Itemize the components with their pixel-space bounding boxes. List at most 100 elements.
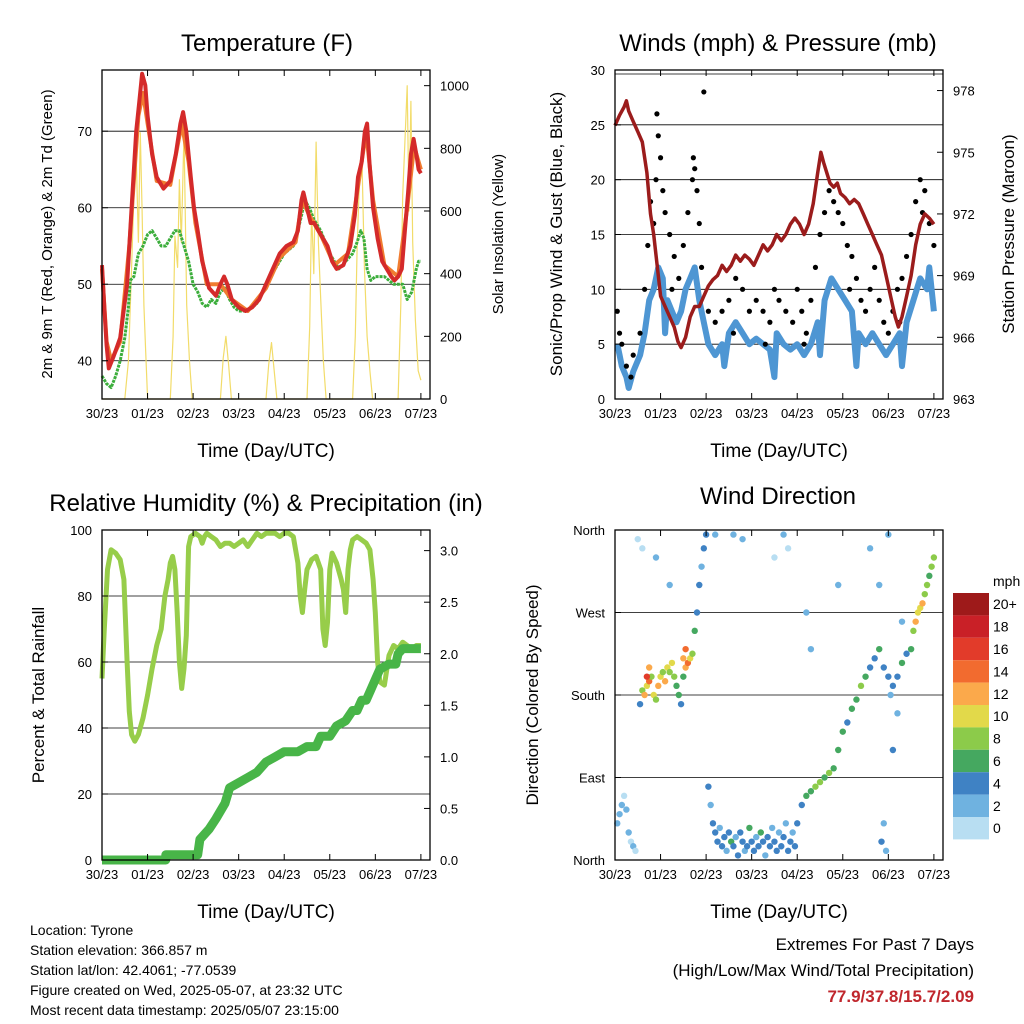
y2-tick-label: 1000 <box>440 79 469 94</box>
y2-tick-label: 2.5 <box>440 595 458 610</box>
direction-point <box>620 792 628 800</box>
x-tick-label: 06/23 <box>359 406 392 421</box>
winds-title: Winds (mph) & Pressure (mb) <box>619 30 936 57</box>
gust-point <box>771 286 778 292</box>
direction-point <box>885 673 892 680</box>
gust-point <box>794 286 800 292</box>
gust-point <box>746 308 752 314</box>
gust-point <box>685 209 691 216</box>
wind-direction-xlabel: Time (Day/UTC) <box>710 902 848 923</box>
direction-point <box>894 673 901 680</box>
x-tick-label: 06/23 <box>872 406 905 421</box>
x-tick-label: 30/23 <box>86 406 119 421</box>
direction-point <box>707 801 714 809</box>
colorbar-label: 16 <box>993 641 1009 657</box>
direction-point <box>666 668 673 676</box>
colorbar-label: 8 <box>993 731 1001 747</box>
direction-point <box>698 563 705 570</box>
y2-tick-label: 600 <box>440 204 462 219</box>
y-tick-label: North <box>573 853 605 868</box>
direction-point <box>910 627 917 635</box>
gust-point <box>801 341 807 347</box>
x-tick-label: 02/23 <box>177 867 210 882</box>
colorbar-swatch <box>953 615 989 638</box>
direction-point <box>791 843 799 850</box>
direction-point <box>882 847 890 855</box>
direction-point <box>753 833 760 841</box>
gust-point <box>826 188 832 194</box>
direction-point <box>652 696 660 703</box>
colorbar-label: 14 <box>993 663 1009 679</box>
direction-point <box>907 645 915 653</box>
direction-point <box>693 609 701 616</box>
direction-point <box>725 829 733 836</box>
temperature-series <box>100 71 423 400</box>
direction-point <box>880 820 887 827</box>
direction-point <box>921 590 928 598</box>
temp-2m-line <box>100 71 423 371</box>
y-tick-label: 80 <box>78 589 92 604</box>
colorbar-swatch <box>953 772 989 795</box>
direction-point <box>930 554 938 561</box>
colorbar-label: 6 <box>993 753 1001 769</box>
station-elevation: Station elevation: 366.857 m <box>30 942 208 958</box>
gust-point <box>619 341 625 347</box>
extremes-title: Extremes For Past 7 Days <box>775 935 974 954</box>
y2-tick-label: 0 <box>440 392 447 407</box>
direction-point <box>652 554 660 561</box>
colorbar-label: 4 <box>993 775 1001 791</box>
colorbar-swatch <box>953 749 989 773</box>
direction-point <box>743 843 751 850</box>
x-tick-label: 07/23 <box>918 406 951 421</box>
x-tick-label: 01/23 <box>644 867 677 882</box>
gust-point <box>858 297 864 303</box>
gust-point <box>739 286 746 292</box>
gust-point <box>862 308 869 314</box>
direction-point <box>673 682 680 690</box>
gust-point <box>885 330 891 336</box>
direction-point <box>794 820 801 827</box>
y2-tick-label: 969 <box>953 269 975 284</box>
direction-point <box>784 545 792 552</box>
pressure-ylabel: Station Pressure (Maroon) <box>999 134 1018 333</box>
gust-point <box>753 297 759 303</box>
gust-point <box>690 155 696 161</box>
direction-point <box>821 774 828 781</box>
x-tick-label: 01/23 <box>131 867 164 882</box>
gust-point <box>689 177 696 183</box>
x-tick-label: 05/23 <box>314 406 347 421</box>
gust-point <box>730 330 737 336</box>
y-tick-label: 60 <box>78 201 92 216</box>
direction-point <box>718 843 726 850</box>
insolation-ylabel: Solar Insolation (Yellow) <box>490 154 507 314</box>
colorbar-swatch <box>953 705 989 728</box>
gust-point <box>812 264 819 270</box>
colorbar-label: 18 <box>993 619 1009 635</box>
y2-tick-label: 3.0 <box>440 544 458 559</box>
humidity-ticks: 0 20 40 60 80 100 0.0 0.5 1.0 1.5 2.0 2.5 3.0 30/23 01… <box>70 523 458 882</box>
x-tick-label: 02/23 <box>177 406 210 421</box>
direction-point <box>830 765 837 772</box>
gust-point <box>623 363 629 369</box>
direction-point <box>807 788 815 795</box>
direction-point <box>903 650 910 657</box>
direction-point <box>780 833 787 841</box>
gust-point <box>701 89 707 95</box>
y2-tick-label: 1.0 <box>440 750 458 765</box>
x-tick-label: 06/23 <box>872 867 905 882</box>
gust-point <box>922 188 928 194</box>
temperature-title: Temperature (F) <box>181 30 353 57</box>
direction-point <box>787 838 794 845</box>
gust-point <box>614 308 620 314</box>
gust-point <box>790 319 796 325</box>
direction-point <box>696 581 703 589</box>
winds-ylabel: Sonic/Prop Wind & Gust (Blue, Black) <box>547 92 566 376</box>
gust-point <box>876 297 882 303</box>
gust-point <box>671 253 677 260</box>
gust-point <box>645 242 651 249</box>
direction-point <box>928 563 935 570</box>
direction-point <box>680 655 687 662</box>
gust-point <box>733 275 739 281</box>
station-latlon: Station lat/lon: 42.4061; -77.0539 <box>30 962 237 978</box>
y-tick-label: 70 <box>78 124 92 139</box>
